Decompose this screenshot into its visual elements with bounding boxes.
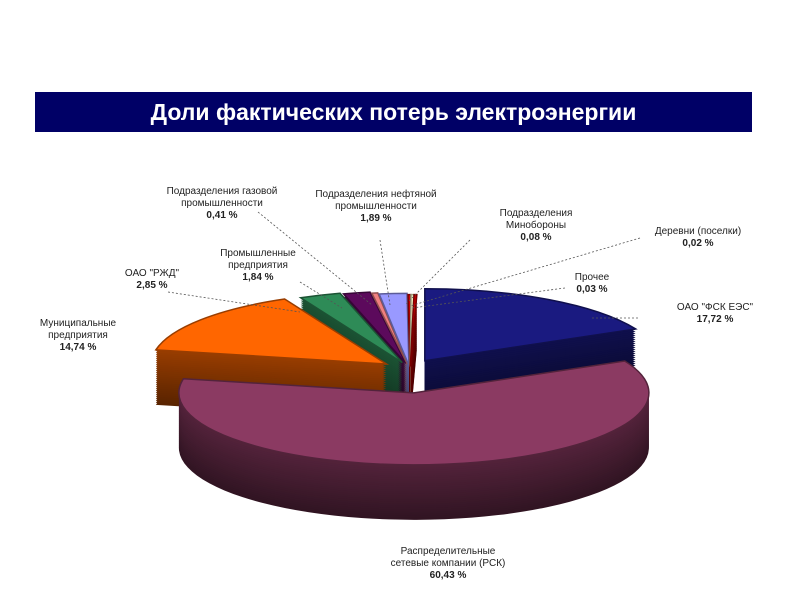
- label-defense: Подразделения Минобороны 0,08 %: [499, 208, 573, 243]
- label-villages: Деревни (поселки) 0,02 %: [654, 226, 742, 249]
- pie-slice-0: [424, 287, 638, 362]
- pie-slice-6: [378, 292, 410, 366]
- slice-side-9: [410, 327, 417, 400]
- label-other: Прочее 0,03 %: [574, 272, 610, 295]
- slice-side-9: [410, 319, 417, 392]
- label-rsk: Распределительные сетевые компании (РСК) 6…: [390, 546, 506, 581]
- pie-slice-5: [370, 292, 409, 365]
- leader-line: [411, 287, 566, 309]
- title-bar: Доли фактических потерь электроэнергии: [35, 92, 752, 132]
- slice-side-9: [410, 325, 417, 398]
- slice-side-9: [410, 309, 417, 382]
- pie-slice-1: [178, 360, 650, 466]
- pie-slice-2: [154, 298, 390, 365]
- label-fsk: ОАО "ФСК ЕЭС" 17,72 %: [676, 302, 754, 325]
- slice-side-9: [410, 315, 417, 388]
- leader-line: [299, 281, 343, 309]
- slice-side-9: [410, 333, 417, 406]
- label-municipal: Муниципальные предприятия 14,74 %: [39, 318, 117, 353]
- label-industrial: Промышленные предприятия 1,84 %: [220, 248, 296, 283]
- slice-side-9: [410, 311, 417, 384]
- slice-side-9: [410, 303, 417, 376]
- slice-side-9: [410, 307, 417, 380]
- label-rzd: ОАО "РЖД" 2,85 %: [124, 268, 180, 291]
- leader-line: [379, 239, 391, 306]
- slice-side-9: [410, 313, 417, 386]
- slice-side-9: [410, 335, 417, 408]
- slice-side-9: [410, 305, 417, 378]
- pie-slice-4: [341, 291, 407, 364]
- leader-line: [257, 211, 373, 306]
- leader-line: [404, 239, 471, 306]
- slice-side-9: [410, 323, 417, 396]
- pie-slice-3: [298, 292, 403, 364]
- label-gas: Подразделения газовой промышленности 0,41 …: [166, 186, 278, 221]
- slice-side-9: [410, 317, 417, 390]
- slice-side-9: [410, 321, 417, 394]
- chart-title: Доли фактических потерь электроэнергии: [150, 98, 637, 125]
- slice-side-9: [410, 329, 417, 402]
- slice-side-9: [410, 331, 417, 404]
- label-oil: Подразделения нефтяной промышленности 1,89…: [315, 189, 437, 224]
- slice-side-9: [410, 337, 417, 410]
